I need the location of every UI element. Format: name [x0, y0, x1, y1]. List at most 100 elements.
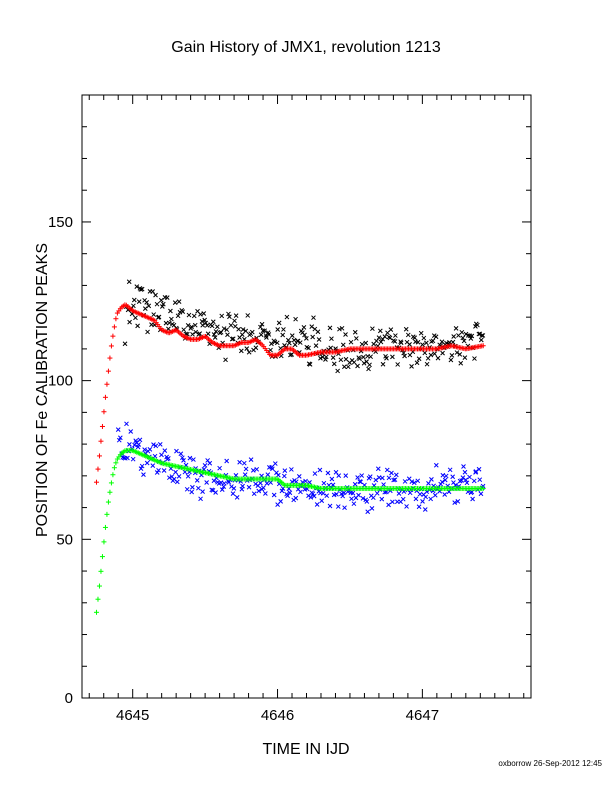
data-point: [176, 474, 182, 479]
data-point: [212, 335, 218, 340]
y-axis-label: POSITION OF Fe CALIBRATION PEAKS: [34, 243, 51, 537]
data-point: [215, 324, 220, 330]
data-point: [384, 467, 390, 473]
data-point: [409, 364, 414, 369]
data-point: [260, 485, 266, 491]
data-point: [145, 329, 150, 335]
x-tick-label: 4645: [116, 707, 149, 724]
data-point: [457, 352, 463, 357]
data-point: [156, 467, 161, 473]
data-point: [243, 466, 249, 472]
data-point: [242, 472, 248, 477]
data-point: [476, 331, 482, 337]
data-point: [139, 286, 145, 292]
data-point: [324, 493, 330, 499]
data-point: [317, 467, 323, 473]
data-point: [448, 357, 454, 363]
data-point: [462, 469, 468, 475]
data-point: [379, 496, 385, 502]
data-point: [254, 466, 260, 472]
data-point: [341, 490, 347, 496]
data-point: [415, 478, 421, 484]
data-point: [228, 322, 234, 328]
data-point: [268, 347, 273, 353]
data-point: [157, 442, 163, 447]
data-point: [389, 470, 394, 476]
data-point: [102, 524, 108, 530]
data-point: [365, 509, 371, 515]
data-point: [395, 362, 401, 367]
data-point: [356, 492, 361, 498]
data-point: [120, 455, 126, 460]
data-point: [205, 458, 210, 463]
data-point: [232, 318, 237, 324]
chart-title: Gain History of JMX1, revolution 1213: [171, 39, 441, 56]
data-point: [262, 328, 268, 334]
data-point: [249, 329, 255, 335]
data-point: [248, 457, 254, 463]
data-point: [301, 325, 307, 330]
data-point: [339, 325, 345, 331]
data-point: [191, 313, 197, 319]
data-point: [220, 340, 225, 346]
data-point: [379, 475, 385, 481]
data-point: [321, 480, 327, 486]
data-point: [461, 464, 466, 469]
data-point: [311, 493, 317, 499]
data-point: [327, 325, 333, 331]
data-point: [135, 323, 140, 329]
data-point: [418, 330, 424, 336]
data-point: [219, 487, 225, 493]
data-point: [271, 492, 277, 498]
data-point: [335, 368, 341, 374]
data-point: [340, 493, 346, 499]
data-point: [200, 322, 206, 328]
data-point: [141, 472, 146, 477]
data-point: [422, 350, 428, 356]
data-point: [213, 329, 219, 334]
data-point: [368, 354, 374, 360]
data-point: [360, 496, 366, 501]
data-point: [278, 499, 284, 504]
data-point: [246, 484, 252, 490]
data-point: [176, 299, 182, 304]
data-point: [113, 460, 119, 466]
data-point: [276, 320, 282, 326]
data-point: [262, 477, 267, 483]
data-point: [377, 328, 383, 334]
y-tick-label: 0: [65, 690, 73, 707]
data-point: [189, 489, 195, 495]
data-point: [414, 360, 420, 366]
data-point: [154, 470, 160, 475]
data-point: [342, 364, 347, 370]
data-point: [211, 332, 217, 337]
data-point: [189, 324, 194, 330]
data-point: [287, 490, 293, 496]
data-point: [451, 334, 457, 339]
data-point: [209, 323, 215, 329]
data-point: [225, 332, 230, 338]
data-point: [453, 482, 458, 488]
data-point: [198, 312, 203, 317]
data-point: [429, 477, 434, 482]
data-point: [128, 429, 134, 434]
data-point: [311, 315, 316, 321]
data-point: [373, 477, 379, 483]
data-point: [333, 469, 339, 475]
data-point: [296, 474, 302, 479]
data-point: [404, 504, 409, 509]
data-point: [334, 491, 339, 497]
data-point: [453, 326, 459, 331]
data-point: [287, 340, 292, 346]
data-point: [447, 467, 453, 473]
data-point: [158, 297, 164, 303]
data-point: [480, 333, 486, 338]
data-point: [477, 477, 483, 483]
data-point: [259, 321, 265, 327]
data-point: [393, 472, 399, 478]
data-point: [191, 457, 196, 462]
data-point: [165, 456, 171, 461]
data-point: [475, 322, 480, 328]
data-point: [329, 336, 334, 342]
